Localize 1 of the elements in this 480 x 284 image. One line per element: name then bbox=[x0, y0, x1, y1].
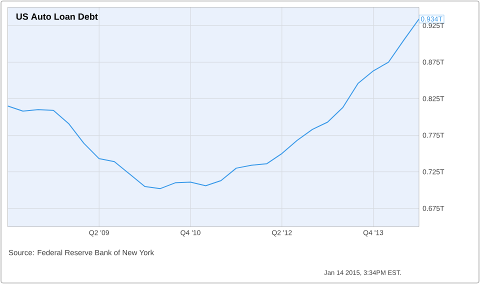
text: US Auto Loan Debt bbox=[16, 13, 98, 20]
